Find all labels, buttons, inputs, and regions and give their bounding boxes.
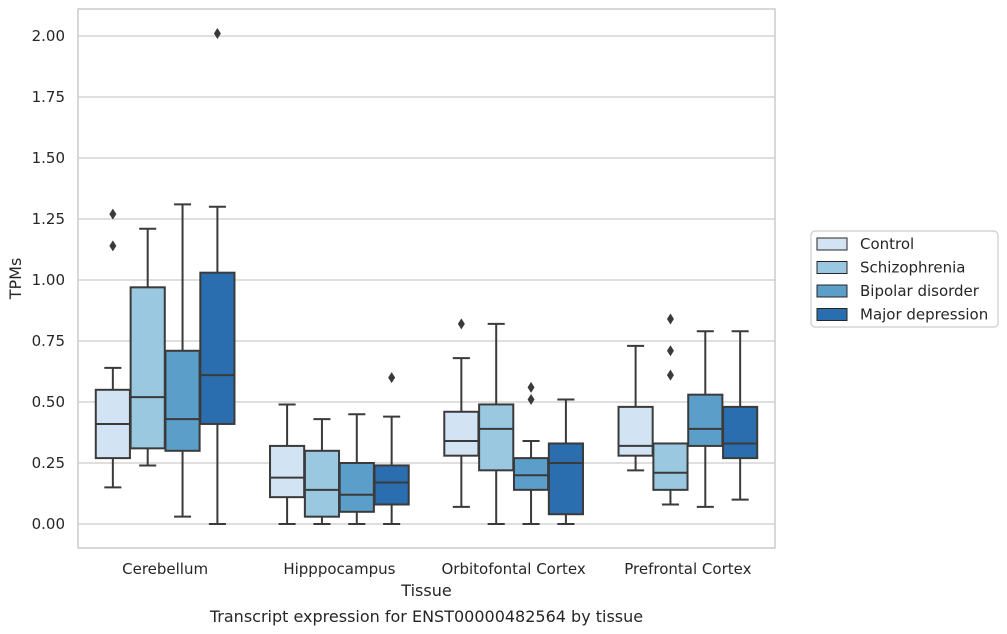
y-tick-label: 1.00 xyxy=(32,271,65,289)
x-tick-label: Cerebellum xyxy=(122,560,208,578)
legend-swatch xyxy=(816,308,848,321)
outlier-point xyxy=(109,240,117,252)
outlier-point xyxy=(527,394,535,406)
box-body xyxy=(547,442,584,516)
box-schizophrenia xyxy=(652,313,689,506)
box-body xyxy=(338,462,375,513)
outlier-point xyxy=(666,313,674,325)
outlier-point xyxy=(457,318,465,330)
box-schizophrenia xyxy=(478,322,515,525)
box-major-depression xyxy=(199,28,236,525)
outlier-point xyxy=(527,381,535,393)
y-tick-label: 0.75 xyxy=(32,332,65,350)
box-body xyxy=(443,410,480,457)
box-schizophrenia xyxy=(129,227,166,467)
outlier-point xyxy=(213,28,221,40)
box-major-depression xyxy=(373,372,410,525)
y-tick-label: 1.75 xyxy=(32,88,65,106)
legend: Control Schizophrenia Bipolar disorder Majo… xyxy=(810,230,999,328)
box-body xyxy=(652,442,689,491)
box-groups xyxy=(94,28,759,525)
plot-frame xyxy=(77,8,776,549)
box-body xyxy=(164,349,201,452)
x-tick-label: Prefrontal Cortex xyxy=(624,560,751,578)
box-body xyxy=(722,405,759,460)
legend-label: Control xyxy=(860,235,914,253)
box-bipolar-disorder xyxy=(338,413,375,525)
box-body xyxy=(512,457,550,491)
box-control xyxy=(94,208,131,489)
y-tick-labels: 0.00 0.25 0.50 0.75 1.00 1.25 1.50 1.75 2.00 xyxy=(32,27,65,533)
legend-swatch xyxy=(816,261,848,274)
box-bipolar-disorder xyxy=(687,330,724,508)
y-tick-label: 0.25 xyxy=(32,454,65,472)
box-body xyxy=(478,403,515,472)
outlier-point xyxy=(388,372,396,384)
box-body xyxy=(373,464,410,506)
box-body xyxy=(199,271,236,425)
legend-swatch xyxy=(816,237,848,251)
box-control xyxy=(443,318,480,508)
y-tick-label: 1.25 xyxy=(32,210,65,228)
box-body xyxy=(129,286,166,450)
box-body xyxy=(687,393,724,447)
chart-caption: Transcript expression for ENST0000048256… xyxy=(209,607,643,626)
y-tick-label: 2.00 xyxy=(32,27,65,45)
box-control xyxy=(269,403,306,525)
outlier-point xyxy=(109,208,117,220)
outlier-point xyxy=(666,345,674,357)
legend-label: Schizophrenia xyxy=(860,259,965,277)
outlier-point xyxy=(666,369,674,381)
box-bipolar-disorder xyxy=(512,381,550,525)
box-bipolar-disorder xyxy=(164,203,201,518)
box-body xyxy=(269,444,306,499)
box-schizophrenia xyxy=(303,418,341,525)
legend-frame xyxy=(810,230,999,328)
y-axis-label: TPMs xyxy=(6,258,25,301)
box-control xyxy=(617,344,654,472)
x-tick-labels: Cerebellum Hipppocampus Orbitofontal Corte… xyxy=(122,560,751,578)
y-tick-label: 1.50 xyxy=(32,149,65,167)
x-tick-label: Orbitofontal Cortex xyxy=(442,560,586,578)
legend-label: Major depression xyxy=(860,306,988,324)
x-axis-label: Tissue xyxy=(400,581,451,600)
box-body xyxy=(617,405,654,457)
x-tick-label: Hipppocampus xyxy=(283,560,395,578)
y-tick-label: 0.50 xyxy=(32,393,65,411)
box-body xyxy=(303,449,341,518)
legend-label: Bipolar disorder xyxy=(860,282,980,300)
legend-swatch xyxy=(816,284,848,298)
y-tick-label: 0.00 xyxy=(32,515,65,533)
box-major-depression xyxy=(722,330,759,501)
box-major-depression xyxy=(547,398,584,525)
